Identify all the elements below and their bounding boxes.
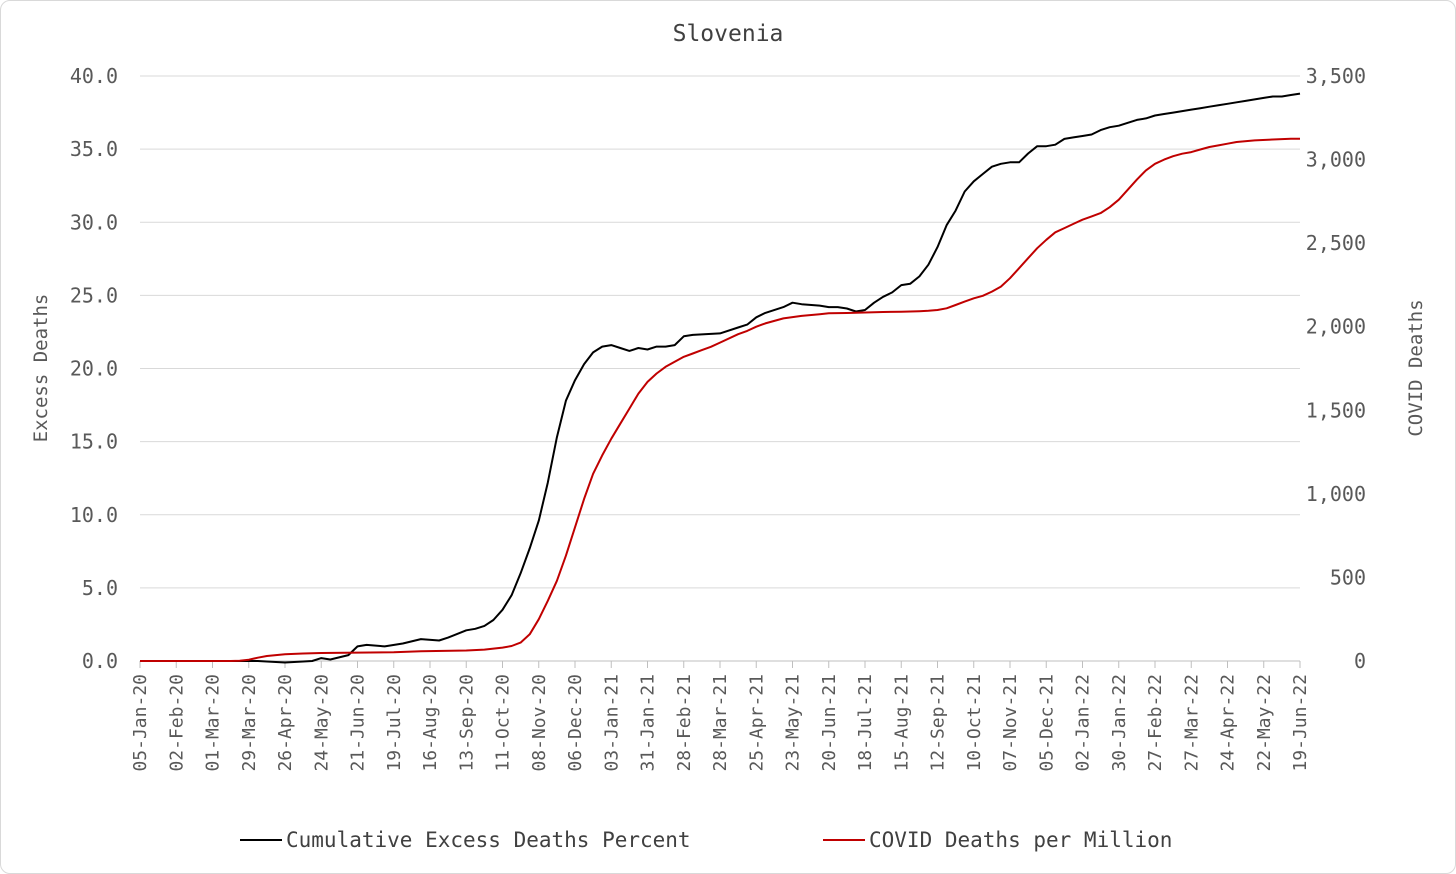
x-tick-label: 29-Mar-20 xyxy=(239,674,260,772)
x-tick-label: 15-Aug-21 xyxy=(891,674,912,772)
x-tick-label: 11-Oct-20 xyxy=(493,674,514,772)
right-axis-title: COVID Deaths xyxy=(1405,299,1427,436)
left-axis-ticks: 0.0 5.0 10.0 15.0 20.0 25.0 30.0 35.0 40.0 xyxy=(70,64,118,673)
right-tick-label: 3,000 xyxy=(1306,148,1366,172)
x-tick-label: 06-Dec-20 xyxy=(565,674,586,772)
x-tick-label: 05-Dec-21 xyxy=(1036,674,1057,772)
right-tick-label: 500 xyxy=(1330,565,1366,589)
left-tick-label: 5.0 xyxy=(82,576,118,600)
left-tick-label: 10.0 xyxy=(70,503,118,527)
x-tick-label: 10-Oct-21 xyxy=(964,674,985,772)
x-tick-label: 24-Apr-22 xyxy=(1218,674,1239,772)
x-tick-label: 27-Feb-22 xyxy=(1145,674,1166,772)
x-tick-label: 27-Mar-22 xyxy=(1181,674,1202,772)
x-tick-label: 21-Jun-20 xyxy=(348,674,369,772)
x-tick-label: 07-Nov-21 xyxy=(1000,674,1021,772)
legend-label-covid: COVID Deaths per Million xyxy=(869,828,1172,852)
legend-label-excess: Cumulative Excess Deaths Percent xyxy=(286,828,691,852)
x-tick-label: 12-Sep-21 xyxy=(928,674,949,772)
x-tick-label: 02-Feb-20 xyxy=(166,674,187,772)
right-tick-label: 3,500 xyxy=(1306,64,1366,88)
x-axis: 05-Jan-20 02-Feb-20 01-Mar-20 29-Mar-20 26-A… xyxy=(130,660,1311,772)
right-tick-label: 2,500 xyxy=(1306,231,1366,255)
x-tick-label: 24-May-20 xyxy=(311,674,332,772)
x-tick-label: 05-Jan-20 xyxy=(130,674,151,772)
x-tick-label: 31-Jan-21 xyxy=(638,674,659,772)
left-tick-label: 15.0 xyxy=(70,430,118,454)
right-tick-label: 1,500 xyxy=(1306,398,1366,422)
legend: Cumulative Excess Deaths Percent COVID D… xyxy=(240,828,1172,852)
left-tick-label: 35.0 xyxy=(70,137,118,161)
x-tick-label: 30-Jan-22 xyxy=(1109,674,1130,772)
x-tick-label: 03-Jan-21 xyxy=(601,674,622,772)
x-tick-label: 13-Sep-20 xyxy=(456,674,477,772)
x-tick-label: 22-May-22 xyxy=(1254,674,1275,772)
chart-title: Slovenia xyxy=(673,21,784,47)
left-axis-title: Excess Deaths xyxy=(30,294,52,443)
right-tick-label: 0 xyxy=(1354,649,1366,673)
x-tick-label: 26-Apr-20 xyxy=(275,674,296,772)
series-lines xyxy=(140,92,1301,664)
series-line-excess-deaths xyxy=(140,92,1301,664)
x-tick-label: 01-Mar-20 xyxy=(203,674,224,772)
right-tick-label: 2,000 xyxy=(1306,315,1366,339)
left-tick-label: 0.0 xyxy=(82,649,118,673)
x-tick-label: 28-Mar-21 xyxy=(710,674,731,772)
left-tick-label: 40.0 xyxy=(70,64,118,88)
x-tick-label: 25-Apr-21 xyxy=(746,674,767,772)
x-tick-label: 23-May-21 xyxy=(783,674,804,772)
right-tick-label: 1,000 xyxy=(1306,482,1366,506)
x-tick-label: 08-Nov-20 xyxy=(529,674,550,772)
x-tick-label: 28-Feb-21 xyxy=(674,674,695,772)
x-tick-label: 16-Aug-20 xyxy=(420,674,441,772)
right-axis-ticks: 0 500 1,000 1,500 2,000 2,500 3,000 3,500 xyxy=(1306,64,1366,673)
left-tick-label: 30.0 xyxy=(70,210,118,234)
x-tick-label: 19-Jul-20 xyxy=(384,674,405,772)
left-tick-label: 20.0 xyxy=(70,357,118,381)
x-tick-label: 19-Jun-22 xyxy=(1290,674,1311,772)
x-tick-label: 18-Jul-21 xyxy=(855,674,876,772)
x-tick-label: 20-Jun-21 xyxy=(819,674,840,772)
gridlines xyxy=(140,75,1300,662)
series-line-covid-deaths xyxy=(140,137,1300,662)
x-tick-label: 02-Jan-22 xyxy=(1073,674,1094,772)
left-tick-label: 25.0 xyxy=(70,283,118,307)
